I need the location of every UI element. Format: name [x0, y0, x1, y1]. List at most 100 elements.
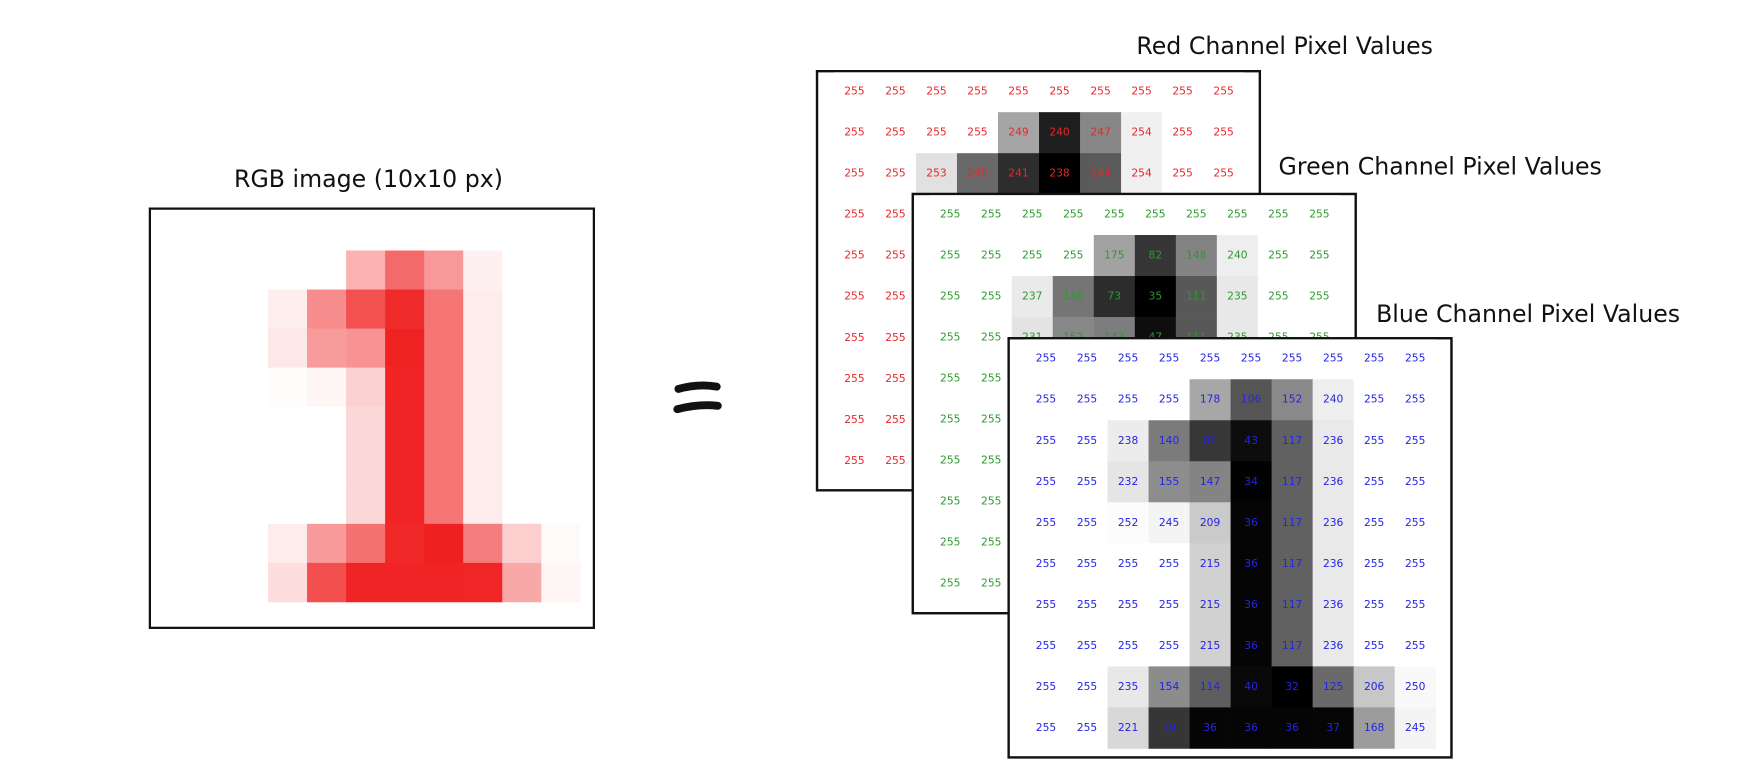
pixel-cell — [1039, 71, 1081, 113]
image-pixel — [385, 445, 425, 486]
image-pixel — [307, 406, 347, 447]
pixel-value: 236 — [1323, 598, 1344, 611]
pixel-cell — [929, 399, 972, 441]
image-pixel — [307, 211, 347, 251]
pixel-cell — [1271, 543, 1313, 585]
pixel-value: 255 — [1077, 639, 1097, 652]
image-pixel — [463, 289, 503, 329]
pixel-cell — [1271, 338, 1313, 380]
image-pixel — [307, 328, 347, 368]
image-pixel — [463, 367, 503, 408]
pixel-cell — [1394, 666, 1437, 708]
pixel-cell — [1121, 71, 1163, 113]
pixel-value: 36 — [1244, 557, 1258, 570]
pixel-value: 245 — [1405, 721, 1425, 734]
pixel-value: 255 — [1282, 352, 1302, 365]
pixel-cell — [1312, 625, 1354, 667]
image-pixel — [424, 523, 464, 564]
pixel-value: 255 — [1213, 85, 1233, 98]
image-pixel — [267, 250, 308, 290]
image-pixel — [228, 367, 269, 408]
pixel-cell — [1025, 338, 1067, 380]
pixel-value: 255 — [885, 413, 905, 426]
image-pixel — [424, 211, 464, 251]
pixel-value: 255 — [1213, 126, 1233, 139]
pixel-value: 255 — [1118, 598, 1138, 611]
pixel-value: 255 — [844, 454, 864, 467]
image-pixel — [189, 289, 230, 329]
pixel-value: 36 — [1244, 639, 1258, 652]
pixel-value: 255 — [940, 454, 960, 467]
pixel-cell — [915, 153, 958, 195]
pixel-cell — [1025, 584, 1067, 626]
panel-border — [1007, 337, 1453, 759]
pixel-cell — [970, 522, 1013, 564]
pixel-value: 255 — [981, 372, 1001, 385]
pixel-cell — [1394, 338, 1437, 380]
pixel-cell — [1066, 625, 1108, 667]
pixel-cell — [1052, 234, 1095, 277]
pixel-cell — [1189, 338, 1231, 380]
pixel-cell — [1298, 193, 1341, 236]
pixel-cell — [998, 71, 1040, 113]
pixel-value: 255 — [885, 126, 905, 139]
pixel-value: 255 — [885, 249, 905, 262]
pixel-value: 255 — [940, 290, 960, 303]
channel-title: Blue Channel Pixel Values — [1376, 300, 1680, 328]
pixel-cell — [833, 194, 876, 236]
pixel-cell — [1107, 584, 1149, 626]
pixel-cell — [1216, 276, 1259, 318]
pixel-value: 255 — [1104, 207, 1124, 220]
pixel-value: 255 — [1063, 207, 1083, 220]
pixel-cell — [1189, 625, 1231, 667]
pixel-value: 117 — [1282, 475, 1302, 488]
image-pixel — [228, 406, 269, 447]
pixel-cell — [1312, 379, 1354, 421]
pixel-value: 125 — [1323, 680, 1343, 693]
pixel-value: 117 — [1282, 598, 1302, 611]
pixel-cell — [1312, 420, 1354, 462]
pixel-value: 255 — [1323, 352, 1343, 365]
pixel-value: 255 — [1036, 475, 1056, 488]
pixel-value: 255 — [844, 331, 864, 344]
pixel-value: 237 — [1022, 290, 1042, 303]
pixel-value: 255 — [1036, 516, 1056, 529]
pixel-cell — [1052, 193, 1095, 236]
image-pixel — [502, 406, 542, 447]
pixel-value: 255 — [1090, 85, 1110, 98]
pixel-value: 32 — [1285, 680, 1299, 693]
pixel-value: 255 — [1364, 557, 1384, 570]
pixel-value: 236 — [1323, 639, 1344, 652]
pixel-cell — [1203, 71, 1245, 113]
pixel-cell — [1189, 543, 1231, 585]
pixel-cell — [1066, 666, 1108, 708]
image-pixel — [346, 523, 386, 564]
pixel-cell — [1230, 420, 1272, 462]
pixel-value: 255 — [1036, 598, 1056, 611]
pixel-cell — [1148, 543, 1190, 585]
pixel-cell — [1066, 543, 1108, 585]
pixel-cell — [1230, 379, 1272, 421]
image-pixel — [307, 523, 347, 564]
pixel-value: 209 — [1200, 516, 1221, 529]
pixel-value: 206 — [1364, 680, 1385, 693]
image-pixel — [346, 211, 386, 251]
pixel-value: 255 — [844, 85, 864, 98]
pixel-cell — [1230, 338, 1272, 380]
pixel-value: 255 — [981, 249, 1001, 262]
pixel-value: 255 — [981, 413, 1001, 426]
image-pixel — [189, 562, 230, 603]
image-pixel — [189, 328, 230, 368]
pixel-value: 255 — [981, 577, 1001, 590]
pixel-value: 255 — [1036, 434, 1056, 447]
image-pixel — [385, 562, 425, 603]
image-pixel — [541, 562, 581, 603]
pixel-cell — [1148, 338, 1190, 380]
pixel-value: 255 — [844, 208, 864, 221]
pixel-value: 244 — [1090, 167, 1111, 180]
pixel-cell — [1298, 234, 1341, 277]
image-pixel — [541, 211, 581, 251]
pixel-cell — [1080, 112, 1122, 154]
pixel-value: 255 — [1077, 434, 1097, 447]
pixel-cell — [1025, 502, 1067, 544]
